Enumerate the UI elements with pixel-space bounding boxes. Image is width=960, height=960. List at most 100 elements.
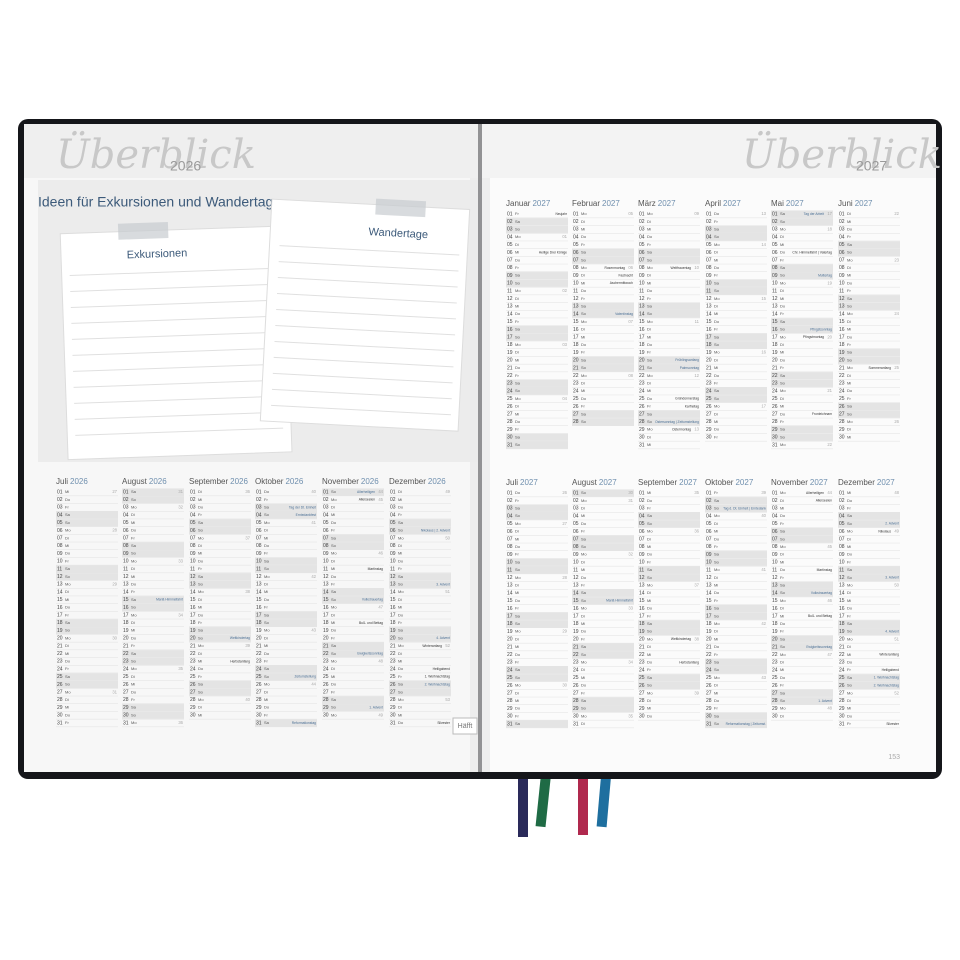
- day-number: 02: [772, 498, 778, 504]
- weekend-shade: [838, 628, 900, 636]
- week-number: 44: [378, 489, 383, 494]
- day-number: 25: [123, 674, 129, 680]
- weekday: Di: [647, 536, 651, 541]
- day-number: 12: [772, 296, 778, 302]
- weekday: Mi: [847, 490, 851, 495]
- weekend-shade: [771, 535, 833, 543]
- weekday: Do: [847, 713, 853, 718]
- day-number: 05: [507, 242, 513, 248]
- week-number: 47: [827, 652, 832, 657]
- day-number: 01: [639, 490, 645, 496]
- holiday: Gründonnerstag: [675, 397, 699, 401]
- weekday: Do: [581, 629, 587, 634]
- weekend-shade: [255, 557, 317, 565]
- weekday: Mi: [714, 311, 718, 316]
- weekday: Mo: [331, 551, 337, 556]
- weekday: Mo: [581, 713, 587, 718]
- day-number: 21: [123, 643, 129, 649]
- day-number: 05: [256, 520, 262, 526]
- day-number: 15: [706, 319, 712, 325]
- day-number: 29: [123, 705, 129, 711]
- weekday: Di: [847, 698, 851, 703]
- week-number: 33: [178, 558, 183, 563]
- weekday: Fr: [198, 566, 202, 571]
- month-year: 2027: [599, 478, 617, 487]
- weekday: Sa: [131, 543, 137, 548]
- day-number: 04: [323, 512, 329, 518]
- weekday: Mo: [780, 334, 786, 339]
- weekday: Do: [581, 342, 587, 347]
- day-number: 20: [839, 358, 845, 364]
- weekday: Fr: [847, 505, 851, 510]
- week-number: 46: [827, 598, 832, 603]
- weekday: Mi: [581, 621, 585, 626]
- week-number: 50: [445, 535, 450, 540]
- day-number: 22: [839, 373, 845, 379]
- weekend-shade: [506, 379, 568, 387]
- day-number: 24: [190, 666, 196, 672]
- weekday: Do: [398, 558, 404, 563]
- week-number: 30: [628, 490, 633, 495]
- week-number: 06: [628, 265, 633, 270]
- weekday: Fr: [714, 219, 718, 224]
- week-number: 21: [827, 388, 832, 393]
- day-number: 30: [839, 435, 845, 441]
- weekday: Mo: [581, 265, 587, 270]
- weekday: Di: [581, 380, 585, 385]
- weekday: So: [647, 575, 653, 580]
- weekend-shade: [255, 619, 317, 627]
- month-header: Oktober 2026: [255, 477, 304, 486]
- day-number: 05: [57, 520, 63, 526]
- weekday: Mo: [647, 427, 653, 432]
- weekend-shade: [705, 604, 767, 613]
- day-number: 31: [706, 721, 712, 727]
- day-number: 07: [706, 258, 712, 264]
- day-number: 28: [772, 698, 778, 704]
- week-number: 17: [761, 404, 766, 409]
- weekday: Do: [780, 357, 786, 362]
- day-number: 01: [190, 489, 196, 495]
- weekday: Mi: [647, 334, 651, 339]
- weekday: Di: [515, 242, 519, 247]
- weekday: Sa: [581, 536, 587, 541]
- weekday: Mo: [515, 342, 521, 347]
- day-number: 25: [323, 674, 329, 680]
- weekday: So: [780, 698, 786, 703]
- weekend-shade: [389, 526, 451, 535]
- month-year: 2027: [679, 478, 697, 487]
- day-number: 15: [190, 597, 196, 603]
- day-number: 14: [57, 589, 63, 595]
- day-number: 05: [772, 242, 778, 248]
- day-number: 15: [123, 597, 129, 603]
- weekday: Mo: [780, 544, 786, 549]
- weekend-shade: [255, 503, 317, 511]
- day-number: 02: [772, 219, 778, 225]
- holiday: Martinstag: [368, 567, 384, 571]
- holiday: Ewigkeitssonntag: [806, 645, 832, 649]
- week-number: 51: [894, 636, 899, 641]
- weekend-shade: [56, 519, 118, 527]
- weekday: Mi: [515, 250, 519, 255]
- day-number: 16: [706, 606, 712, 612]
- weekday: Mi: [780, 505, 784, 510]
- day-number: 04: [256, 512, 262, 518]
- weekday: Mo: [65, 635, 71, 640]
- weekend-shade: [572, 535, 634, 543]
- weekend-shade: [705, 333, 767, 341]
- day-number: 25: [639, 396, 645, 402]
- day-number: 23: [123, 659, 129, 665]
- holiday: Valentinstag: [615, 312, 633, 316]
- weekday: Fr: [581, 296, 585, 301]
- weekend-shade: [322, 696, 384, 704]
- month-header: September 2027: [638, 478, 697, 487]
- weekday: Do: [131, 528, 137, 533]
- weekday: Di: [131, 566, 135, 571]
- day-number: 27: [573, 412, 579, 418]
- weekday: Di: [398, 651, 402, 656]
- day-number: 25: [772, 675, 778, 681]
- weekday: Do: [65, 497, 71, 502]
- weekend-shade: [638, 566, 700, 574]
- week-number: 49: [445, 489, 450, 494]
- week-number: 27: [562, 521, 567, 526]
- weekday: Fr: [398, 566, 402, 571]
